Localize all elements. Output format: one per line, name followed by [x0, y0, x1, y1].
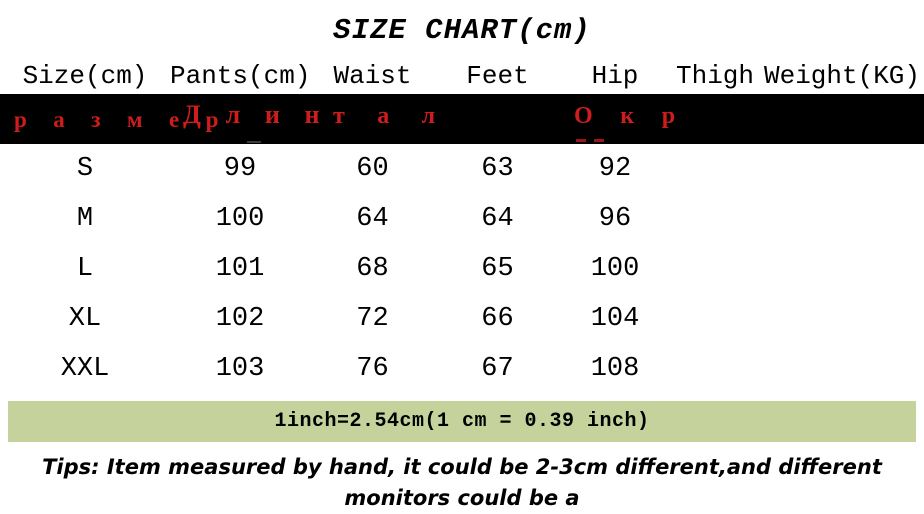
clipped-text-fragment: [576, 139, 586, 142]
cell-feet: 63: [481, 154, 514, 184]
column-header-hip: Hip: [591, 61, 639, 91]
cell-pants: 101: [215, 254, 265, 284]
cell-size: M: [76, 204, 94, 234]
translation-row: р а з м е р Д л и н т а л О к р: [0, 94, 924, 144]
cell-hip: 104: [590, 304, 640, 334]
column-header-size: Size(cm): [22, 61, 148, 91]
column-header-pants: Pants(cm): [170, 61, 310, 91]
cell-hip: 100: [590, 254, 640, 284]
table-row-l: L 101 68 65 100: [0, 244, 924, 294]
cell-hip: 108: [590, 354, 640, 384]
cell-pants: 103: [215, 354, 265, 384]
cell-weight: [760, 294, 924, 344]
table-row-s: S 99 60 63 92: [0, 144, 924, 194]
cell-hip: 92: [598, 154, 632, 184]
cell-waist: 76: [356, 354, 389, 384]
cell-pants: 100: [215, 204, 265, 234]
cell-size: XL: [68, 304, 102, 334]
cell-size: XXL: [60, 354, 110, 384]
table-row-xxl: XXL 103 76 67 108: [0, 344, 924, 394]
translation-label-size: р а з м е р: [14, 107, 229, 132]
translation-bar: р а з м е р Д л и н т а л О к р: [0, 94, 924, 144]
cell-feet: 67: [481, 354, 514, 384]
clipped-text-fragment: [594, 139, 604, 142]
cell-feet: 66: [481, 304, 514, 334]
column-header-thigh: Thigh: [675, 61, 754, 91]
tips-line-1: Tips: Item measured by hand, it could be…: [42, 455, 882, 510]
cell-weight: [760, 344, 924, 394]
cell-feet: 65: [481, 254, 514, 284]
cell-thigh: [670, 244, 760, 294]
column-header-waist: Waist: [333, 61, 412, 91]
cell-waist: 68: [356, 254, 389, 284]
clipped-text-fragment: [247, 141, 261, 143]
cell-weight: [760, 244, 924, 294]
cell-size: S: [76, 154, 94, 184]
table-row-xl: XL 102 72 66 104: [0, 294, 924, 344]
cell-weight: [760, 194, 924, 244]
cell-pants: 99: [223, 154, 257, 184]
cell-thigh: [670, 144, 760, 194]
cell-waist: 64: [356, 204, 389, 234]
header-row: Size(cm) Pants(cm) Waist Feet Hip Thigh …: [0, 58, 924, 94]
conversion-note-bar: 1inch=2.54cm(1 cm = 0.39 inch): [8, 401, 916, 442]
tips-text: Tips: Item measured by hand, it could be…: [0, 452, 924, 514]
translation-label-length: Д л и н: [183, 100, 329, 129]
cell-waist: 60: [356, 154, 389, 184]
cell-thigh: [670, 194, 760, 244]
page-title: SIZE CHART(cm): [333, 14, 591, 47]
translation-label-waist: т а л: [333, 103, 449, 129]
conversion-note-text: 1inch=2.54cm(1 cm = 0.39 inch): [274, 410, 650, 433]
cell-thigh: [670, 344, 760, 394]
column-header-weight: Weight(KG): [763, 61, 921, 91]
cell-weight: [760, 144, 924, 194]
cell-waist: 72: [356, 304, 389, 334]
table-row-m: M 100 64 64 96: [0, 194, 924, 244]
cell-pants: 102: [215, 304, 265, 334]
cell-feet: 64: [481, 204, 514, 234]
translation-label-hip: О к р: [574, 103, 686, 129]
cell-size: L: [76, 254, 94, 284]
cell-thigh: [670, 294, 760, 344]
cell-hip: 96: [598, 204, 632, 234]
column-header-feet: Feet: [466, 61, 529, 91]
size-chart-table: Size(cm) Pants(cm) Waist Feet Hip Thigh …: [0, 58, 924, 394]
